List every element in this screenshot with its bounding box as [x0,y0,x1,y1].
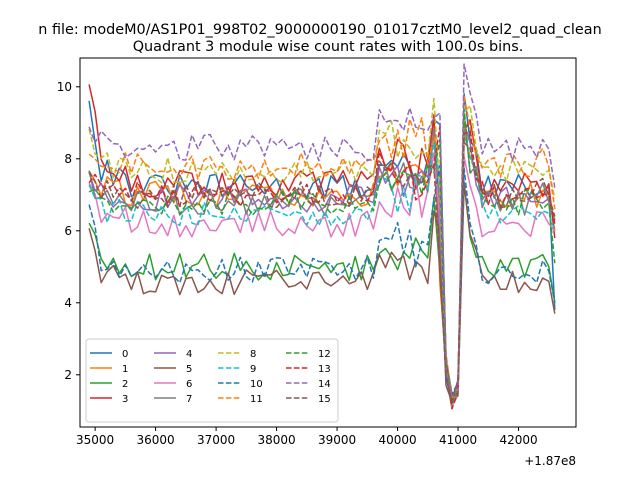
legend-label-7: 7 [186,394,192,405]
chart-suptitle: n file: modeM0/AS1P01_998T02_9000000190_… [38,22,601,38]
x-offset-label: +1.87e8 [524,454,576,468]
x-tick-label: 42000 [499,433,537,447]
legend-label-13: 13 [318,364,331,375]
legend-label-14: 14 [318,379,331,390]
legend-box [85,338,339,423]
x-tick-label: 36000 [137,433,175,447]
series-layer [88,63,556,410]
x-axis: 35000 36000 37000 38000 39000 40000 41000 42000 [76,427,538,447]
y-tick-label: 4 [64,296,72,310]
legend-label-2: 2 [122,379,128,390]
series-line-2 [88,181,556,405]
legend-label-9: 9 [250,364,256,375]
x-tick-label: 38000 [257,433,295,447]
series-line-3 [88,84,556,410]
legend-label-12: 12 [318,349,331,360]
chart-title: Quadrant 3 module wise count rates with … [133,39,524,55]
legend-label-15: 15 [318,394,331,405]
series-line-8 [88,97,556,402]
legend-label-10: 10 [250,379,263,390]
legend-label-4: 4 [186,349,192,360]
y-tick-label: 8 [64,152,72,166]
series-line-15 [88,141,556,403]
x-tick-label: 37000 [197,433,235,447]
legend-label-8: 8 [250,349,256,360]
plot-frame [79,57,577,428]
y-tick-label: 6 [64,224,72,238]
y-tick-label: 2 [64,368,72,382]
x-tick-label: 35000 [76,433,114,447]
legend-label-6: 6 [186,379,192,390]
y-tick-label: 10 [57,80,72,94]
legend-label-11: 11 [250,394,263,405]
legend-label-0: 0 [122,349,128,360]
series-line-10 [88,164,556,395]
x-tick-label: 39000 [318,433,356,447]
legend-label-3: 3 [122,394,128,405]
x-tick-label: 40000 [378,433,416,447]
series-line-14 [88,63,556,399]
series-line-11 [88,94,556,400]
y-axis: 2 4 6 8 10 [57,80,80,382]
legend-label-5: 5 [186,364,192,375]
series-line-6 [88,152,556,408]
legend-label-1: 1 [122,364,128,375]
x-tick-label: 41000 [439,433,477,447]
series-line-0 [88,93,556,395]
